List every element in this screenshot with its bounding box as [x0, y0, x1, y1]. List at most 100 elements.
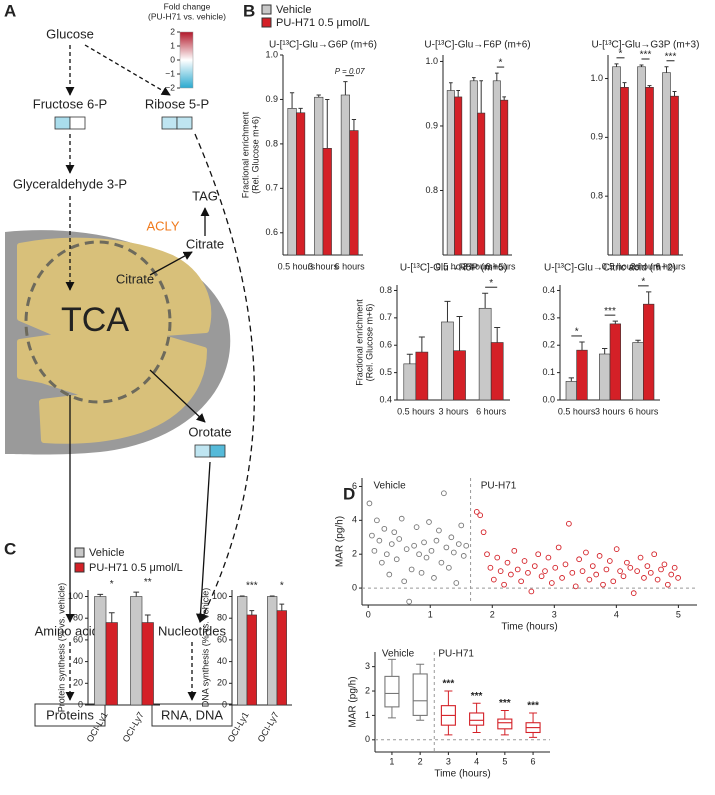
point: [511, 547, 518, 554]
point: [431, 575, 437, 581]
x-tick-label: 5: [676, 609, 681, 619]
bar: [670, 95, 679, 256]
y-tick-label: 100: [212, 591, 227, 601]
significance-label: ***: [443, 679, 455, 690]
error-bar: [418, 336, 425, 353]
point: [446, 564, 452, 571]
point: [418, 569, 425, 576]
bar: [105, 622, 118, 706]
bar: [662, 72, 671, 256]
significance-label: ***: [604, 306, 616, 317]
bar: [141, 622, 154, 706]
colorbar-title: (PU-H71 vs. vehicle): [148, 11, 226, 21]
point: [610, 578, 617, 585]
point: [443, 544, 450, 551]
point: [411, 542, 417, 549]
point: [634, 568, 640, 574]
x-tick-label: OCI-Ly7: [121, 710, 146, 744]
y-tick-label: 0.7: [265, 183, 278, 193]
point: [480, 529, 487, 536]
point: [413, 524, 420, 530]
y-tick-label: 0.0: [542, 394, 555, 404]
point: [398, 515, 405, 522]
point: [624, 559, 630, 566]
arrows: [65, 44, 255, 701]
chart-title: U-[¹³C]-Glu→Citric acid (m+2): [544, 263, 676, 274]
group-label: PU-H71: [438, 649, 474, 660]
node-box: [34, 703, 106, 727]
arrow: [84, 44, 171, 96]
colorbar: [179, 31, 194, 89]
legend-swatch: [261, 4, 272, 15]
point: [647, 569, 654, 576]
point: [450, 549, 457, 556]
arrow: [149, 369, 206, 423]
whisker: [529, 732, 538, 738]
error-bar: [646, 291, 652, 305]
point: [600, 581, 606, 588]
error-bar: [635, 339, 641, 343]
y-tick-label: 0.5: [379, 367, 392, 377]
legend-label: PU-H71 0.5 μmol/L: [89, 562, 183, 574]
error-bar: [108, 612, 115, 623]
group-label: PU-H71: [481, 481, 517, 492]
y-tick-label: 0: [352, 582, 357, 592]
error-bar: [494, 72, 499, 81]
error-bar: [279, 603, 285, 611]
point: [589, 563, 596, 569]
colorbar-tick-label: 1: [170, 40, 175, 50]
significance-label: *: [619, 48, 623, 59]
error-bar: [133, 591, 140, 597]
significance-label: ***: [527, 701, 539, 712]
x-tick-label: 6: [531, 756, 536, 766]
y-tick-label: 1.0: [265, 49, 278, 59]
x-tick-label: 0: [366, 609, 371, 619]
x-tick-label: OCI-Ly7: [256, 710, 281, 744]
point: [613, 546, 620, 552]
point: [401, 578, 408, 585]
significance-label: P = 0.07: [335, 67, 365, 76]
heat-cell: [161, 116, 178, 130]
heat-cell: [176, 116, 193, 130]
bar: [500, 99, 509, 256]
bar: [130, 596, 143, 706]
y-tick-label: 0.6: [265, 227, 278, 237]
chart-title: U-[¹³C]-Glu→G6P (m+6): [269, 40, 377, 51]
significance-label: ***: [246, 581, 258, 592]
x-tick-label: 3 hours: [630, 261, 661, 271]
error-bar: [568, 377, 574, 382]
significance-label: *: [499, 58, 503, 69]
y-tick-label: 0.4: [379, 394, 392, 404]
error-bar: [343, 81, 348, 95]
point: [675, 575, 681, 581]
y-tick-label: 0.9: [590, 132, 603, 142]
point: [671, 564, 678, 571]
error-bar: [664, 66, 669, 73]
x-tick-label: 2: [490, 609, 495, 619]
point: [490, 576, 497, 583]
node-label: Orotate: [188, 424, 231, 439]
point: [388, 541, 395, 547]
point: [596, 553, 603, 559]
legend-label: Vehicle: [89, 547, 124, 559]
significance-label: ***: [640, 50, 652, 61]
error-bar: [471, 77, 476, 81]
error-bar: [502, 96, 507, 101]
y-tick-label: 0: [365, 734, 370, 744]
y-tick-label: 1: [365, 710, 370, 720]
colorbar-tick-label: −2: [165, 82, 175, 92]
error-bar: [351, 118, 357, 131]
x-tick-label: 3: [552, 609, 557, 619]
point: [583, 549, 589, 556]
point: [448, 534, 455, 541]
legend-b: Vehicle PU-H71 0.5 μmol/L: [261, 4, 370, 29]
legend-swatch: [261, 17, 272, 28]
y-axis-label: MAR (pg/h): [335, 516, 346, 567]
error-bar: [316, 94, 321, 98]
error-bar: [325, 98, 330, 149]
point: [376, 537, 383, 544]
point: [562, 561, 569, 568]
error-bar: [298, 107, 303, 113]
y-tick-label: 80: [73, 613, 83, 623]
